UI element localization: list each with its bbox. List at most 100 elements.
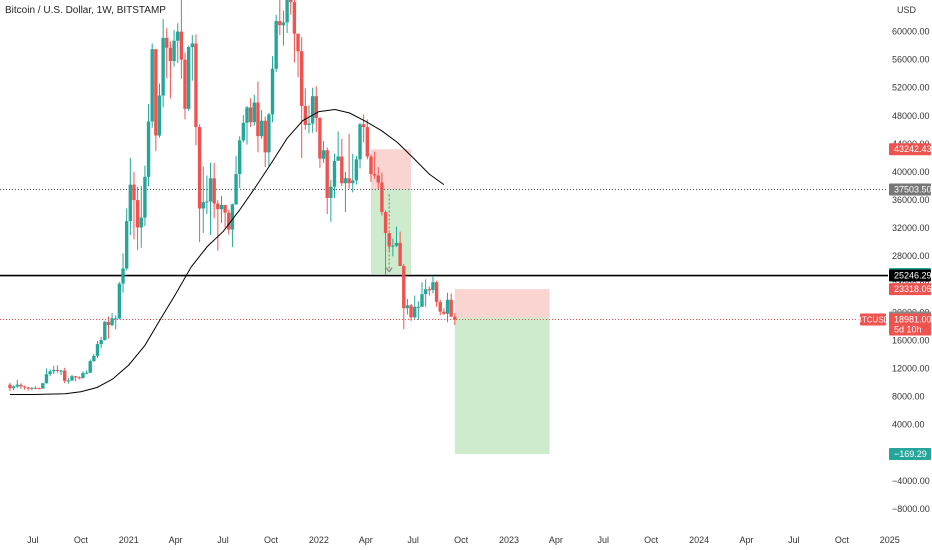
candle <box>343 171 348 212</box>
candle <box>124 208 129 271</box>
moving-average-line <box>10 108 445 395</box>
candle <box>132 171 136 240</box>
candle <box>423 279 428 307</box>
candle-body <box>310 96 315 124</box>
candle <box>37 387 41 390</box>
x-tick-label: Apr <box>359 535 373 545</box>
candle <box>70 374 74 382</box>
candle-body <box>234 174 238 205</box>
candle-body <box>99 340 103 345</box>
candle-body <box>325 150 329 198</box>
candle <box>303 88 308 130</box>
candle-body <box>186 47 191 109</box>
candle-body <box>321 150 326 159</box>
y-tick-label: 32000.00 <box>892 223 930 233</box>
candle <box>365 119 370 160</box>
candle-body <box>383 212 388 234</box>
candle-body <box>81 373 85 379</box>
y-tick-label: 56000.00 <box>892 55 930 65</box>
candle-body <box>365 127 370 157</box>
x-tick-label: 2022 <box>309 535 329 545</box>
price-label: 25246.29 <box>889 269 932 282</box>
y-tick-label: 12000.00 <box>892 364 930 374</box>
candle <box>15 379 19 389</box>
stop-loss-zone <box>454 289 550 318</box>
price-label: 37503.50 <box>889 183 932 196</box>
candle <box>281 10 286 46</box>
candle-body <box>55 369 60 371</box>
x-tick-label: Jul <box>217 535 229 545</box>
candle-body <box>114 318 118 320</box>
candle-body <box>259 120 264 137</box>
candle <box>19 383 23 389</box>
candle <box>212 162 216 219</box>
candle-body <box>376 175 380 183</box>
candle-body <box>30 387 34 389</box>
candle <box>252 94 256 126</box>
candle <box>431 275 435 294</box>
y-tick-label: 36000.00 <box>892 195 930 205</box>
candle <box>165 28 169 79</box>
candle-body <box>110 318 114 326</box>
candle-body <box>132 184 136 201</box>
candle-body <box>256 102 260 137</box>
candle <box>205 175 209 215</box>
candle <box>245 106 249 145</box>
candle <box>325 147 329 215</box>
candle-body <box>391 245 395 247</box>
x-tick-label: 2021 <box>119 535 139 545</box>
candle-body <box>438 301 442 312</box>
price-label-text: 23318.06 <box>894 284 932 294</box>
candle <box>227 209 231 235</box>
candle-body <box>449 299 453 317</box>
y-tick-label: 4000.00 <box>892 420 925 430</box>
candle <box>427 286 432 296</box>
candle <box>128 157 133 236</box>
x-axis: Jul Oct 2021 Apr Jul Oct 2022 Apr Jul Oct 2023 Apr J… <box>27 535 900 545</box>
y-tick-label: 8000.00 <box>892 392 925 402</box>
price-label: −169.29 <box>889 447 931 460</box>
candle-body <box>154 49 158 136</box>
candle-body <box>278 21 282 26</box>
candle-body <box>52 369 56 372</box>
candle <box>347 134 351 189</box>
x-tick-label: Oct <box>454 535 469 545</box>
candle <box>110 313 114 327</box>
candles <box>8 0 457 392</box>
candle-body <box>73 376 78 378</box>
candle-body <box>150 49 154 122</box>
symbol-tag: BTCUSD <box>857 313 890 326</box>
candle <box>241 115 246 143</box>
candle-body <box>44 374 49 384</box>
candle <box>33 386 38 390</box>
y-tick-label: 60000.00 <box>892 27 930 37</box>
price-label-bg <box>889 183 931 196</box>
candle-body <box>274 21 278 69</box>
x-tick-label: Jul <box>407 535 419 545</box>
candle-body <box>201 202 205 209</box>
candle <box>270 56 275 123</box>
candle <box>259 110 264 139</box>
horizontal-lines <box>0 189 888 321</box>
candle-body <box>197 127 202 209</box>
price-label: 43242.43 <box>889 143 932 156</box>
candle-body <box>230 204 235 230</box>
candle-body <box>227 212 231 230</box>
candle-body <box>423 289 428 295</box>
position-zones <box>370 149 550 454</box>
candle-body <box>128 184 133 222</box>
candle-body <box>248 107 253 123</box>
candle-body <box>223 204 227 213</box>
price-label-text: −169.29 <box>894 449 927 459</box>
candle <box>81 371 85 379</box>
x-tick-label: Oct <box>644 535 659 545</box>
price-label-bg <box>889 269 931 282</box>
candle <box>135 186 140 250</box>
price-label-bg <box>889 283 931 296</box>
candle <box>383 210 388 275</box>
candle-body <box>238 140 242 175</box>
candle <box>434 280 439 307</box>
x-tick-label: Jul <box>27 535 39 545</box>
